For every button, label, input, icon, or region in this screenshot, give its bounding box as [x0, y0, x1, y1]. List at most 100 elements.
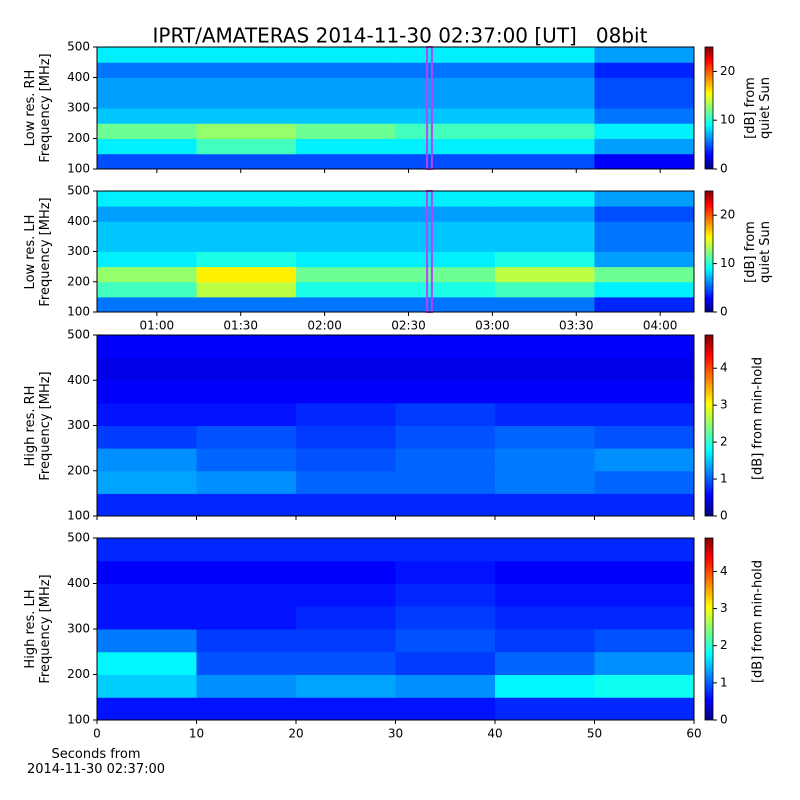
heat-cell [296, 425, 396, 449]
colorbar [704, 190, 714, 313]
colorbar-tick-label: 3 [720, 398, 728, 412]
heat-cell [594, 221, 695, 237]
heat-cell [296, 92, 396, 109]
heat-cell [395, 47, 496, 63]
colorbar-tick-label: 0 [720, 713, 728, 727]
y-tick-label: 100 [67, 509, 90, 523]
heat-cell [97, 606, 197, 630]
heat-cell [395, 697, 496, 721]
heat-cell [594, 425, 695, 449]
heat-cell [97, 138, 198, 155]
heat-cell [594, 651, 695, 675]
heat-cell [395, 153, 496, 170]
heat-cell [296, 62, 396, 78]
heat-cell [395, 583, 496, 607]
heat-cell [196, 191, 297, 207]
colorbar-tick-label: 20 [720, 64, 735, 78]
heat-cell [196, 281, 297, 298]
heat-cell [494, 108, 595, 124]
heat-cell [296, 538, 396, 562]
heat-cell [594, 538, 695, 562]
heat-cell [495, 606, 595, 630]
heat-cell [97, 560, 197, 584]
heat-cell [296, 281, 396, 298]
x-tick-label: 01:30 [223, 319, 258, 333]
heat-cell [594, 77, 695, 94]
heat-cell [495, 493, 595, 517]
heat-cell [395, 296, 496, 313]
colorbar-tick-label: 3 [720, 601, 728, 615]
heat-cell [196, 674, 297, 698]
x-tick-label: 02:00 [307, 319, 342, 333]
heat-cell [495, 425, 595, 449]
heat-cell [395, 493, 496, 517]
heat-cell [296, 153, 396, 170]
heat-cell [395, 606, 496, 630]
heat-cell [196, 493, 297, 517]
heat-cell [196, 153, 297, 170]
heat-cell [97, 674, 197, 698]
heat-cell [494, 236, 595, 252]
heat-cell [494, 92, 595, 109]
heat-cell [97, 153, 198, 170]
heat-cell [97, 62, 198, 78]
heat-cell [296, 448, 396, 472]
heat-cell [594, 206, 695, 222]
y-tick-label: 200 [67, 131, 90, 145]
heat-cell [594, 629, 695, 653]
heat-cell [395, 674, 496, 698]
y-axis-label: High res. RH Frequency [MHz] [23, 370, 53, 481]
heat-cell [395, 357, 496, 381]
y-tick-label: 100 [67, 713, 90, 727]
heat-cell [97, 296, 198, 313]
heat-cell [196, 335, 297, 359]
y-tick-label: 500 [67, 328, 90, 342]
heat-cell [594, 123, 695, 139]
colorbar-tick-label: 0 [720, 509, 728, 523]
heat-cell [296, 470, 396, 494]
heat-cell [196, 62, 297, 78]
heat-cell [97, 357, 197, 381]
heat-cell [296, 251, 396, 268]
heat-cell [296, 77, 396, 94]
colorbar-tick-label: 10 [720, 256, 735, 270]
heat-cell [296, 266, 396, 283]
heat-cell [495, 560, 595, 584]
heat-cell [296, 560, 396, 584]
heat-cell [594, 92, 695, 109]
heat-cell [97, 493, 197, 517]
heat-cell [594, 62, 695, 78]
heat-cell [196, 583, 297, 607]
heat-cell [196, 236, 297, 252]
heat-cell [395, 281, 496, 298]
heat-cell [395, 236, 496, 252]
heat-cell [395, 651, 496, 675]
y-tick-label: 500 [67, 40, 90, 54]
heat-cell [296, 236, 396, 252]
heat-cell [494, 296, 595, 313]
heat-cell [494, 138, 595, 155]
heat-cell [296, 674, 396, 698]
y-tick-label: 400 [67, 373, 90, 387]
heat-cell [494, 47, 595, 63]
heat-cell [97, 697, 197, 721]
heat-cell [196, 108, 297, 124]
heat-cell [495, 335, 595, 359]
heat-cell [296, 123, 396, 139]
heat-cell [97, 251, 198, 268]
y-tick-label: 300 [67, 101, 90, 115]
heat-cell [196, 606, 297, 630]
heat-cell [395, 266, 496, 283]
heat-cell [594, 153, 695, 170]
heat-cell [196, 221, 297, 237]
colorbar-tick-label: 0 [720, 162, 728, 176]
x-tick-label: 50 [587, 727, 602, 741]
y-tick-label: 300 [67, 622, 90, 636]
heat-cell [196, 92, 297, 109]
y-tick-label: 400 [67, 70, 90, 84]
heat-cell [495, 402, 595, 426]
x-tick-label: 60 [686, 727, 701, 741]
y-tick-label: 100 [67, 305, 90, 319]
heat-cell [594, 236, 695, 252]
